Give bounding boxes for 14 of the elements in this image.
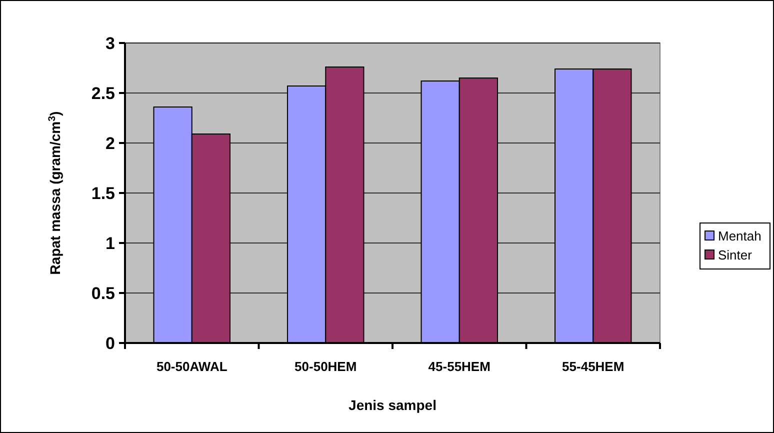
y-tick-label: 1.5 [91,184,115,203]
y-tick-label: 2 [106,134,115,153]
legend-label: Mentah [718,228,762,244]
x-tick-label: 55-45HEM [562,359,624,374]
x-tick-label: 50-50HEM [294,359,357,374]
y-tick-label: 2.5 [91,84,115,103]
y-tick-label: 0.5 [91,284,115,303]
x-axis-title: Jenis sampel [348,397,436,413]
legend-label: Sinter [718,248,753,263]
y-tick-label: 3 [106,34,115,53]
y-tick-label: 1 [106,234,115,253]
y-tick-label: 0 [106,334,115,353]
x-tick-label: 50-50AWAL [156,359,228,374]
x-tick-label: 45-55HEM [428,359,490,374]
